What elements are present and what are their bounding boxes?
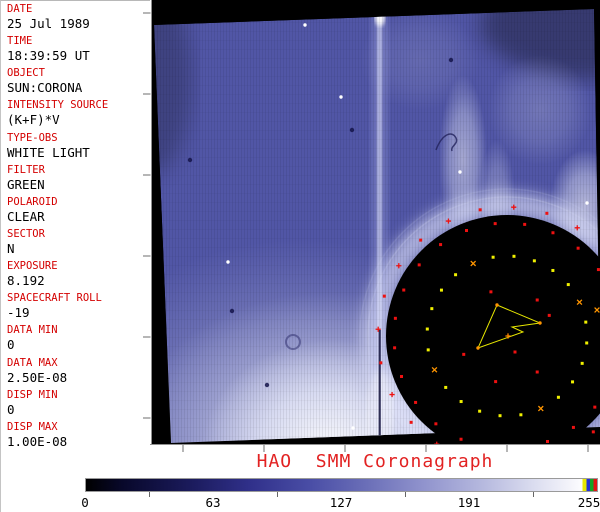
metadata-field: TYPE-OBS WHITE LIGHT <box>7 132 150 164</box>
metadata-field: OBJECT SUN:CORONA <box>7 67 150 99</box>
image-title: HAO SMM Coronagraph <box>256 451 494 472</box>
field-value: 2.50E-08 <box>7 369 68 385</box>
metadata-field: INTENSITY SOURCE (K+F)*V <box>7 99 150 131</box>
field-label: DISP MIN <box>7 388 58 401</box>
colorbar-tick <box>405 492 406 497</box>
metadata-field: DISP MIN 0 <box>7 389 150 421</box>
field-value: 25 Jul 1989 <box>7 16 90 31</box>
metadata-field: POLAROID CLEAR <box>7 196 150 228</box>
field-label: DATE <box>7 3 33 15</box>
metadata-field: SECTOR N <box>7 228 150 260</box>
colorbar <box>85 478 598 492</box>
colorbar-tick <box>149 492 150 497</box>
metadata-field: FILTER GREEN <box>7 164 150 196</box>
metadata-field: DISP MAX 1.00E-08 <box>7 421 150 453</box>
field-label: DATA MAX <box>7 356 58 369</box>
field-label: TYPE-OBS <box>7 131 58 144</box>
metadata-field: EXPOSURE 8.192 <box>7 260 150 292</box>
field-value: WHITE LIGHT <box>7 144 90 160</box>
metadata-field: TIME 18:39:59 UT <box>7 35 150 67</box>
field-label: SECTOR <box>7 227 45 240</box>
field-label: TIME <box>7 35 33 48</box>
metadata-field: SPACECRAFT ROLL -19 <box>7 292 150 324</box>
coronagraph-image-canvas <box>143 0 600 452</box>
field-value: GREEN <box>7 176 45 192</box>
metadata-field-list: DATE 25 Jul 1989 TIME 18:39:59 UT OBJECT SUN:… <box>7 3 150 453</box>
field-value: CLEAR <box>7 208 45 224</box>
field-value: 0 <box>7 337 15 353</box>
field-label: INTENSITY SOURCE <box>7 99 109 112</box>
axis-ticks <box>143 12 589 452</box>
field-label: DATA MIN <box>7 324 58 337</box>
fiducial-marks <box>375 204 600 444</box>
colorbar-label: 191 <box>457 495 481 510</box>
colorbar-label: 63 <box>205 495 221 510</box>
field-label: FILTER <box>7 163 45 176</box>
field-label: DISP MAX <box>7 420 58 433</box>
colorbar-label: 255 <box>577 495 600 510</box>
field-value: 0 <box>7 401 15 417</box>
colorbar-tick <box>277 492 278 497</box>
metadata-sidebar: DATE 25 Jul 1989 TIME 18:39:59 UT OBJECT SUN:… <box>0 0 150 512</box>
image-specks <box>187 23 589 430</box>
field-label: EXPOSURE <box>7 260 58 273</box>
metadata-field: DATE 25 Jul 1989 <box>7 3 150 35</box>
colorbar-label: 127 <box>329 495 353 510</box>
field-value: (K+F)*V <box>7 112 60 128</box>
occulting-disk <box>386 215 600 444</box>
metadata-field: DATA MAX 2.50E-08 <box>7 357 150 389</box>
colorbar-label: 0 <box>81 495 89 510</box>
field-value: 8.192 <box>7 273 45 289</box>
field-label: OBJECT <box>7 67 45 80</box>
field-label: POLAROID <box>7 195 58 208</box>
field-value: N <box>7 240 15 256</box>
field-value: SUN:CORONA <box>7 80 83 96</box>
field-value: 18:39:59 UT <box>7 48 90 64</box>
field-label: SPACECRAFT ROLL <box>7 292 102 305</box>
field-value: 1.00E-08 <box>7 433 68 449</box>
metadata-field: DATA MIN 0 <box>7 324 150 356</box>
field-value: -19 <box>7 305 30 321</box>
colorbar-tick <box>533 492 534 497</box>
pointer-annotation <box>477 304 542 349</box>
